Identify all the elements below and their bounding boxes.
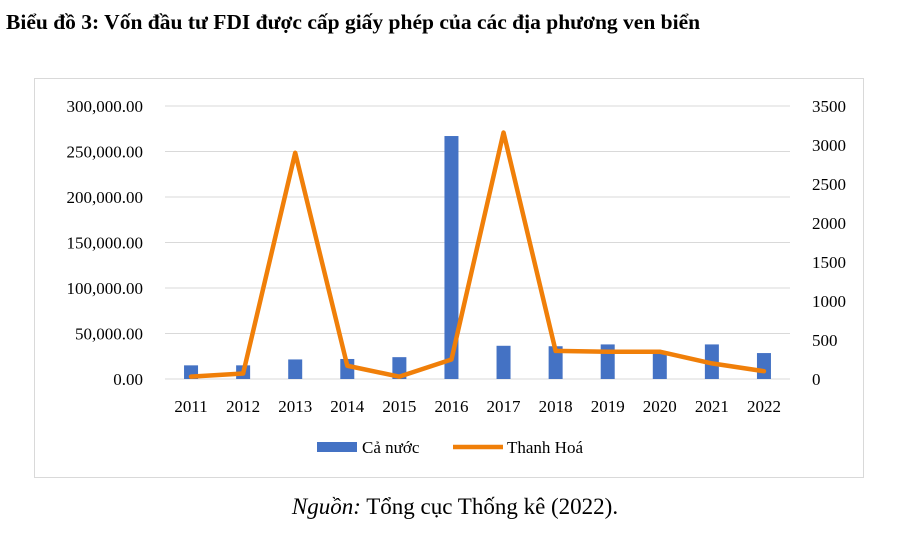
y-right-tick-label: 2000: [812, 214, 846, 233]
y-left-tick-label: 200,000.00: [67, 188, 144, 207]
x-tick-label: 2014: [330, 397, 365, 416]
x-tick-label: 2011: [174, 397, 207, 416]
y-right-tick-label: 3500: [812, 97, 846, 116]
y-right-tick-label: 500: [812, 331, 838, 350]
x-tick-label: 2018: [539, 397, 573, 416]
y-right-tick-label: 3000: [812, 136, 846, 155]
x-tick-label: 2022: [747, 397, 781, 416]
legend-swatch-ca-nuoc: [317, 442, 357, 452]
grid-layer: [165, 105, 790, 380]
source-label: Nguồn:: [291, 494, 361, 519]
line-thanh-hoa: [188, 130, 767, 379]
legend-label-ca-nuoc: Cả nước: [362, 438, 420, 457]
x-tick-label: 2017: [487, 397, 521, 416]
bar-ca-nuoc: [652, 353, 667, 379]
y-left-tick-label: 300,000.00: [67, 97, 144, 116]
x-tick-label: 2020: [643, 397, 677, 416]
axis-layer: 0.00 50,000.00 100,000.00 150,000.00 200,000…: [67, 97, 847, 416]
bar-ca-nuoc: [548, 346, 563, 379]
x-tick-label: 2021: [695, 397, 729, 416]
bar-ca-nuoc: [444, 136, 459, 379]
bar-ca-nuoc: [756, 353, 771, 379]
y-left-tick-label: 250,000.00: [67, 143, 144, 162]
chart-frame: 0.00 50,000.00 100,000.00 150,000.00 200,000…: [34, 78, 864, 478]
bar-ca-nuoc: [496, 345, 511, 379]
y-left-tick-label: 0.00: [113, 370, 143, 389]
y-left-tick-label: 150,000.00: [67, 234, 144, 253]
source-note: Nguồn: Tổng cục Thống kê (2022).: [0, 494, 910, 520]
y-left-tick-label: 100,000.00: [67, 279, 144, 298]
x-tick-label: 2013: [278, 397, 312, 416]
x-tick-label: 2012: [226, 397, 260, 416]
y-right-tick-label: 2500: [812, 175, 846, 194]
bar-layer: [184, 136, 771, 379]
x-tick-label: 2015: [382, 397, 416, 416]
source-text: Tổng cục Thống kê (2022).: [366, 494, 619, 519]
bar-ca-nuoc: [288, 359, 303, 379]
x-tick-label: 2019: [591, 397, 625, 416]
y-right-tick-label: 0: [812, 370, 821, 389]
x-tick-label: 2016: [434, 397, 468, 416]
y-right-tick-label: 1500: [812, 253, 846, 272]
chart-svg: 0.00 50,000.00 100,000.00 150,000.00 200,000…: [67, 97, 847, 457]
line-layer: [188, 130, 767, 379]
chart-title: Biểu đồ 3: Vốn đầu tư FDI được cấp giấy …: [6, 10, 701, 34]
legend-layer: Cả nước Thanh Hoá: [317, 438, 583, 457]
y-right-tick-label: 1000: [812, 292, 846, 311]
legend-label-thanh-hoa: Thanh Hoá: [507, 438, 583, 457]
bar-ca-nuoc: [340, 358, 355, 379]
y-left-tick-label: 50,000.00: [75, 325, 143, 344]
